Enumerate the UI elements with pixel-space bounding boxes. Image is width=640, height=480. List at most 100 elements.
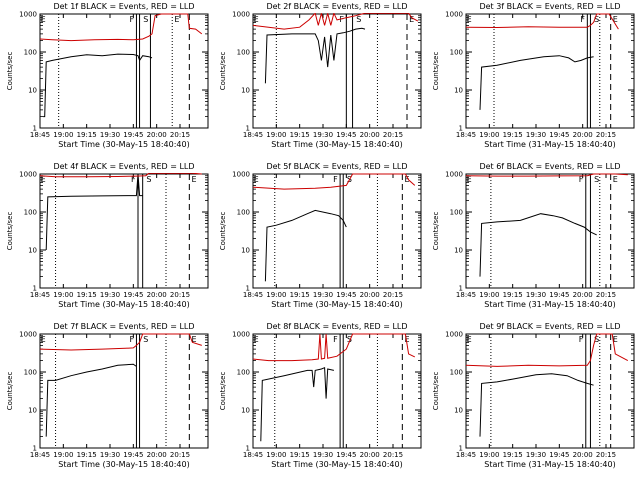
marker-letter: E [191,335,196,344]
marker-letter: F [579,175,584,184]
x-tick-label: 19:15 [503,451,523,459]
event-markers [55,334,190,448]
y-tick-label: 1000 [19,11,37,19]
panel-title: Det 9f BLACK = Events, RED = LLD [479,322,620,331]
data-lines [253,13,419,84]
x-tick-label: 19:15 [77,451,97,459]
marker-letter: E [254,335,259,344]
marker-letter: S [347,335,352,344]
marker-letter: E [613,175,618,184]
x-tick-label: 19:00 [479,451,499,459]
y-tick-label: 1000 [19,331,37,339]
y-tick-label: 1000 [19,171,37,179]
x-tick-label: 20:00 [360,131,380,139]
marker-letter: E [174,15,179,24]
x-tick-label: 19:00 [479,291,499,299]
series-lld-line [40,173,202,178]
x-tick-label: 19:15 [290,451,310,459]
x-tick-label: 18:45 [243,451,263,459]
x-tick-label: 20:00 [360,451,380,459]
x-tick-label: 19:30 [313,291,333,299]
x-tick-label: 19:15 [77,291,97,299]
x-tick-label: 19:00 [53,131,73,139]
x-axis-label: Start Time (30-May-15 18:40:40) [271,140,402,149]
plot-frame [465,173,635,289]
panel-title: Det 2f BLACK = Events, RED = LLD [266,2,407,11]
x-axis-label: Start Time (31-May-15 18:40:40) [484,140,615,149]
marker-letter: E [41,15,46,24]
series-events-line [260,366,335,442]
panel-det-5: Det 5f BLACK = Events, RED = LLD 1 10 100 10… [219,162,422,309]
y-axis-label: Counts/sec [6,372,14,411]
marker-letter: E [613,335,618,344]
plot-frame [39,13,209,129]
marker-letter: F [131,175,136,184]
marker-letter: F [129,15,134,24]
event-markers [55,174,190,288]
x-tick-label: 19:00 [266,291,286,299]
x-axis-label: Start Time (30-May-15 18:40:40) [58,300,189,309]
x-axis-label: Start Time (31-May-15 18:40:40) [484,300,615,309]
x-tick-label: 19:00 [266,451,286,459]
x-tick-label: 20:00 [147,291,167,299]
y-tick-label: 100 [237,209,250,217]
y-tick-label: 1 [246,285,250,293]
x-tick-label: 19:45 [549,451,569,459]
x-tick-label: 19:00 [53,291,73,299]
marker-letter: E [409,15,414,24]
y-tick-label: 10 [241,87,250,95]
x-axis-label: Start Time (30-May-15 18:40:40) [271,460,402,469]
series-lld-line [466,173,628,177]
data-lines [466,13,619,110]
series-lld-line [466,333,629,367]
y-tick-label: 10 [454,407,463,415]
panel-det-8: Det 8f BLACK = Events, RED = LLD 1 10 100 10… [219,322,422,469]
x-tick-label: 20:00 [573,291,593,299]
x-tick-label: 19:30 [100,451,120,459]
event-markers [493,14,612,128]
x-tick-label: 19:15 [290,131,310,139]
x-tick-label: 20:15 [596,291,616,299]
marker-letter: F [339,15,344,24]
series-events-line [479,213,597,277]
data-lines [253,333,416,442]
y-tick-label: 1 [459,125,463,133]
series-lld-line [466,13,619,30]
x-tick-label: 20:15 [383,451,403,459]
y-tick-label: 10 [28,87,37,95]
marker-letter: E [613,15,618,24]
x-tick-label: 19:30 [313,451,333,459]
marker-letter: F [579,335,584,344]
x-axis-label: Start Time (30-May-15 18:40:40) [271,300,402,309]
data-lines [466,173,628,277]
x-axis-label: Start Time (30-May-15 18:40:40) [58,460,189,469]
x-axis-label: Start Time (31-May-15 18:40:40) [484,460,615,469]
x-tick-label: 19:45 [336,291,356,299]
y-tick-label: 1 [33,285,37,293]
x-tick-label: 20:15 [383,291,403,299]
marker-letter: E [404,335,409,344]
plot-frame [465,333,635,449]
event-markers [58,14,190,128]
y-axis-label: Counts/sec [219,52,227,91]
marker-letter: F [333,175,338,184]
y-axis-label: Counts/sec [6,52,14,91]
plot-frame [39,173,209,289]
x-tick-label: 19:30 [313,131,333,139]
x-tick-label: 20:15 [596,451,616,459]
y-tick-label: 100 [237,369,250,377]
panel-title: Det 6f BLACK = Events, RED = LLD [479,162,620,171]
y-axis-label: Counts/sec [432,212,440,251]
panel-det-9: Det 9f BLACK = Events, RED = LLD 1 10 100 10… [432,322,635,469]
x-tick-label: 20:00 [147,451,167,459]
series-lld-line [40,13,203,42]
y-tick-label: 10 [28,247,37,255]
y-tick-label: 10 [28,407,37,415]
x-tick-label: 19:45 [336,131,356,139]
y-tick-label: 10 [454,247,463,255]
marker-letter: S [594,175,599,184]
x-tick-label: 20:00 [147,131,167,139]
x-tick-label: 19:30 [100,291,120,299]
x-axis-label: Start Time (30-May-15 18:40:40) [58,140,189,149]
x-tick-label: 18:45 [456,451,476,459]
